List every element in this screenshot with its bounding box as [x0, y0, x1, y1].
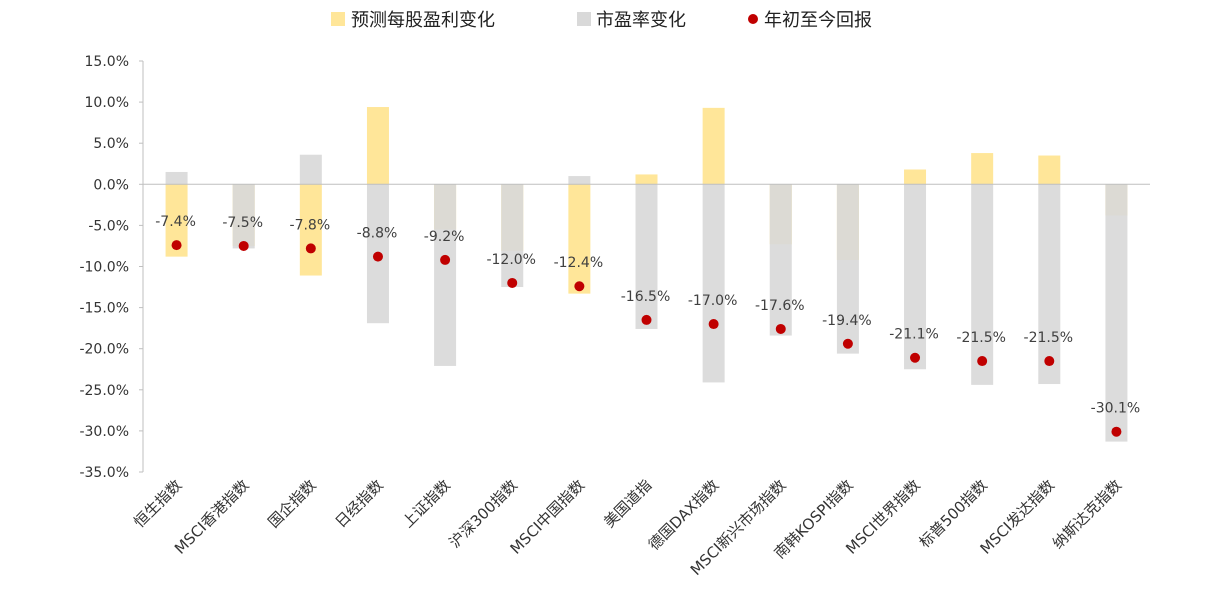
bar-eps-change — [366, 107, 389, 185]
bar-eps-change — [299, 184, 322, 276]
axes-layer: 15.0% 10.0% 5.0% 0.0% -5.0% -10.0% -15.0% -20.0… — [79, 54, 1150, 481]
return-point — [1044, 356, 1055, 367]
y-tick-label: 15.0% — [85, 54, 129, 70]
legend-marker-return — [748, 14, 758, 24]
bar-pe-change — [434, 184, 457, 366]
return-point — [171, 240, 182, 251]
return-data-label: -17.6% — [755, 298, 805, 314]
category-label: 沪深300指数 — [446, 476, 521, 551]
return-point — [440, 254, 451, 265]
return-data-label: -7.5% — [222, 215, 263, 231]
return-point — [305, 243, 316, 254]
return-point — [842, 338, 853, 349]
y-tick-label: -35.0% — [79, 465, 129, 481]
return-data-label: -21.5% — [1024, 330, 1074, 346]
legend: 预测每股盈利变化 市盈率变化 年初至今回报 — [331, 10, 872, 31]
category-label: 纳斯达克指数 — [1049, 476, 1125, 552]
points-layer — [171, 240, 1122, 437]
return-data-label: -8.8% — [357, 226, 398, 242]
bar-pe-change — [568, 176, 591, 185]
bar-eps-change — [635, 174, 658, 185]
bar-eps-change — [702, 107, 725, 185]
return-point — [977, 356, 988, 367]
return-point — [708, 319, 719, 330]
y-tick-label: 0.0% — [93, 177, 129, 193]
bar-pe-change — [165, 171, 188, 185]
return-data-label: -12.0% — [486, 252, 536, 268]
return-data-label: -7.4% — [155, 214, 196, 230]
return-data-label: -21.1% — [889, 327, 939, 343]
bar-pe-change — [299, 154, 322, 185]
category-label: 上证指数 — [399, 476, 454, 531]
return-data-label: -9.2% — [424, 229, 465, 245]
y-tick-label: 10.0% — [85, 95, 129, 111]
return-data-label: -30.1% — [1091, 401, 1141, 417]
legend-swatch-pe — [577, 12, 591, 26]
bar-eps-change — [165, 184, 188, 257]
bar-pe-change — [971, 184, 994, 385]
y-tick-label: -15.0% — [79, 301, 129, 317]
category-label: 日经指数 — [332, 476, 387, 531]
bar-eps-change — [568, 184, 591, 294]
bar-pe-change — [635, 184, 658, 329]
bar-eps-change — [904, 169, 927, 185]
legend-swatch-eps — [331, 12, 345, 26]
bar-eps-change — [1038, 155, 1061, 185]
bar-pe-change — [836, 184, 859, 354]
bar-pe-change — [769, 184, 792, 336]
bar-pe-change — [1105, 184, 1128, 442]
return-data-label: -12.4% — [554, 255, 604, 271]
category-label: 美国道指 — [600, 476, 655, 531]
return-point — [574, 281, 585, 292]
return-data-label: -17.0% — [688, 293, 738, 309]
legend-label-return: 年初至今回报 — [764, 10, 872, 31]
legend-label-pe: 市盈率变化 — [596, 10, 686, 31]
y-tick-label: 5.0% — [93, 136, 129, 152]
bar-eps-change — [971, 153, 994, 185]
category-label: 恒生指数 — [130, 476, 185, 531]
y-tick-label: -10.0% — [79, 260, 129, 276]
category-label: 标普500指数 — [916, 476, 991, 551]
bar-pe-change — [1038, 184, 1061, 385]
return-point — [238, 240, 249, 251]
return-point — [507, 277, 518, 288]
y-tick-label: -25.0% — [79, 383, 129, 399]
return-point — [372, 251, 383, 262]
return-point — [910, 352, 921, 363]
return-point — [775, 323, 786, 334]
category-label: 国企指数 — [264, 476, 319, 531]
bar-pe-change — [501, 184, 524, 288]
bar-pe-change — [904, 184, 927, 370]
bars-layer — [165, 107, 1128, 442]
y-tick-label: -30.0% — [79, 424, 129, 440]
return-data-label: -19.4% — [822, 313, 872, 329]
y-tick-label: -20.0% — [79, 342, 129, 358]
bar-pe-change — [232, 184, 255, 249]
return-point — [1111, 426, 1122, 437]
return-data-label: -16.5% — [621, 289, 671, 305]
legend-label-eps: 预测每股盈利变化 — [351, 10, 495, 31]
bar-pe-change — [702, 184, 725, 383]
return-data-label: -21.5% — [956, 330, 1006, 346]
y-tick-label: -5.0% — [88, 218, 129, 234]
return-data-label: -7.8% — [290, 217, 331, 233]
return-point — [641, 314, 652, 325]
